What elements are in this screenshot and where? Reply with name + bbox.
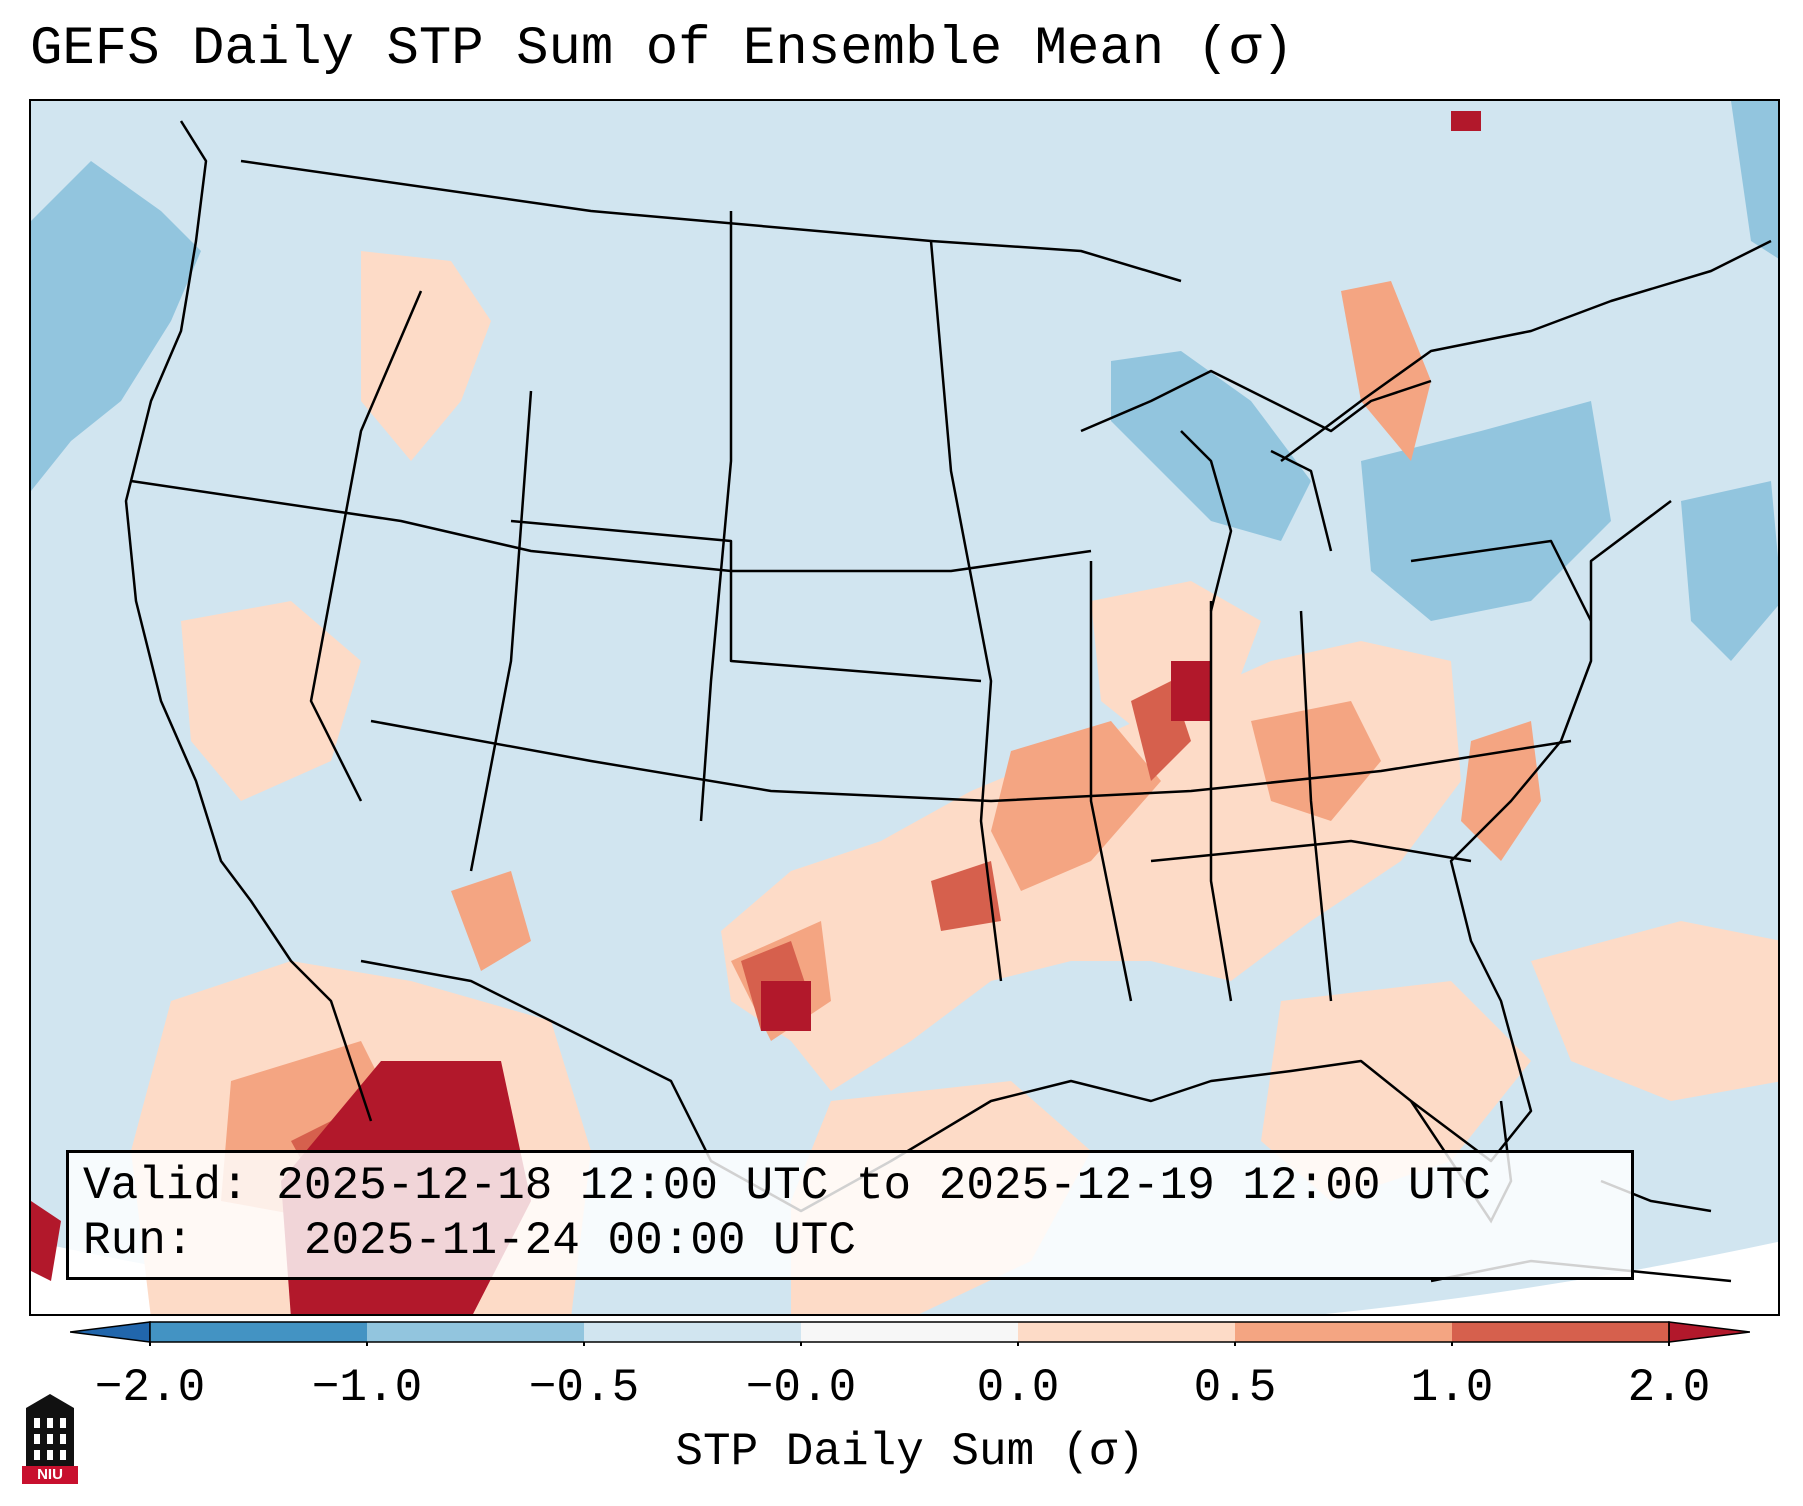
colorbar-extend-low [70, 1321, 151, 1343]
colorbar-segment-4 [801, 1322, 1018, 1342]
state-line-8 [1089, 561, 1133, 1002]
colorbar-tick-label: 0.5 [1193, 1362, 1277, 1414]
state-line-1 [469, 390, 533, 872]
state-line-6 [370, 719, 1572, 803]
colorbar-tick-label: −1.0 [311, 1362, 423, 1414]
state-line-4 [309, 290, 423, 802]
map-panel[interactable] [29, 99, 1780, 1316]
colorbar-tick-label: 1.0 [1410, 1362, 1494, 1414]
pos-high-oklahoma [931, 861, 1001, 931]
st-lawrence [1280, 239, 1772, 462]
great-lakes-north [1080, 369, 1432, 433]
logo-windows [34, 1418, 66, 1460]
state-line-11 [1410, 539, 1593, 622]
neg-region-great-lakes [1111, 351, 1311, 541]
state-line-9 [1209, 601, 1233, 1002]
logo-roof [26, 1394, 74, 1408]
state-line-12 [1150, 839, 1472, 863]
run-value: 2025-11-24 00:00 UTC [303, 1215, 856, 1267]
niu-logo [26, 1394, 74, 1466]
colorbar-tick-label: 2.0 [1627, 1362, 1711, 1414]
colorbar [70, 1321, 1750, 1346]
state-line-7 [510, 519, 982, 683]
colorbar-tick-label: 0.0 [976, 1362, 1060, 1414]
colorbar-segment-1 [150, 1322, 367, 1342]
pos-region-gulf-east [1261, 981, 1531, 1201]
colorbar-segment-3 [584, 1322, 801, 1342]
colorbar-segment-2 [367, 1322, 584, 1342]
lake-michigan [1180, 430, 1233, 612]
west-coast [124, 120, 373, 1122]
colorbar-ticks [149, 1342, 1670, 1346]
colorbar-tick-label: −2.0 [94, 1362, 206, 1414]
neg-region-northeast [1361, 401, 1611, 621]
pos-mid-ozarks [991, 721, 1161, 891]
pos-region-caribbean [1531, 921, 1778, 1101]
pos-max-quebec [1451, 111, 1481, 131]
pos-max-illinois [1171, 661, 1211, 721]
valid-run-info-box: Valid: 2025-12-18 12:00 UTC to 2025-12-1… [66, 1150, 1634, 1280]
niu-logo-text: NIU [22, 1466, 78, 1484]
negative-anomaly-regions [31, 101, 1778, 661]
pos-region-northern-rockies [361, 251, 491, 461]
run-label: Run: [83, 1215, 194, 1267]
southern-and-east-coast [360, 500, 1672, 1213]
valid-value: 2025-12-18 12:00 UTC to 2025-12-19 12:00… [276, 1160, 1491, 1212]
state-line-10 [1299, 610, 1333, 1002]
pos-max-texas-panhandle [761, 981, 811, 1031]
pos-mid-ohio-valley [1251, 701, 1381, 821]
state-line-3 [929, 240, 1003, 982]
neg-region-pacific-nw [31, 161, 201, 491]
pos-mid-arizona [451, 871, 531, 971]
colorbar-extend-high [1668, 1321, 1750, 1343]
geography-outlines [124, 120, 1772, 1213]
neg-region-northeast-corner [1731, 101, 1778, 259]
colorbar-tick-label: −0.0 [745, 1362, 857, 1414]
neg-region-atlantic [1681, 481, 1778, 661]
colorbar-segment-5 [1018, 1322, 1235, 1342]
colorbar-outline [149, 1321, 1670, 1343]
pos-region-great-basin [181, 601, 361, 801]
colorbar-tick-label: −0.5 [528, 1362, 640, 1414]
colorbar-segment-7 [1452, 1322, 1669, 1342]
pos-max-pacific-sw [31, 1201, 61, 1281]
stp-map [31, 101, 1778, 1314]
chart-title: GEFS Daily STP Sum of Ensemble Mean (σ) [30, 19, 1294, 80]
state-line-5 [130, 479, 1092, 573]
colorbar-label: STP Daily Sum (σ) [675, 1426, 1145, 1478]
valid-label: Valid: [83, 1160, 249, 1212]
colorbar-segment-6 [1235, 1322, 1452, 1342]
pos-mid-ontario [1341, 281, 1431, 461]
